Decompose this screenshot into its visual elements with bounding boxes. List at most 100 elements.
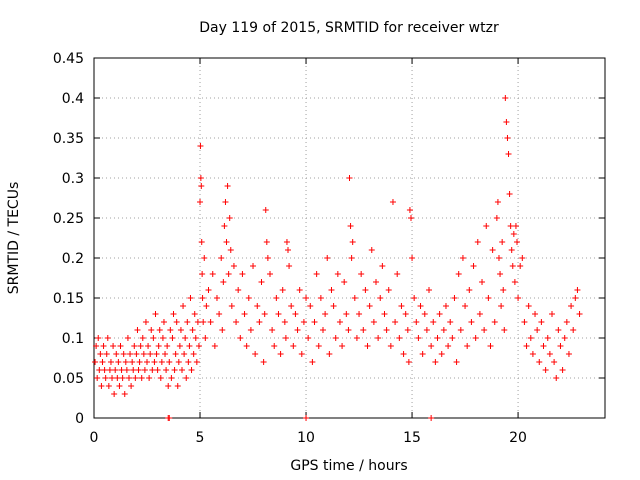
data-point bbox=[430, 319, 437, 325]
data-point bbox=[511, 279, 518, 285]
data-point bbox=[493, 215, 500, 221]
data-point bbox=[536, 359, 543, 365]
data-point bbox=[199, 271, 206, 277]
data-point bbox=[121, 391, 128, 397]
data-point bbox=[356, 311, 363, 317]
y-tick-label: 0.15 bbox=[53, 291, 84, 307]
data-point bbox=[413, 319, 420, 325]
data-point bbox=[489, 247, 496, 253]
data-point bbox=[398, 303, 405, 309]
data-point bbox=[453, 359, 460, 365]
y-tick-label: 0.35 bbox=[53, 131, 84, 147]
data-point bbox=[311, 319, 318, 325]
data-point bbox=[538, 319, 545, 325]
data-point bbox=[328, 287, 335, 293]
data-point bbox=[166, 415, 173, 421]
data-point bbox=[142, 319, 149, 325]
data-point bbox=[189, 327, 196, 333]
data-point bbox=[519, 255, 526, 261]
data-point bbox=[381, 311, 388, 317]
data-point bbox=[296, 287, 303, 293]
data-point bbox=[525, 303, 532, 309]
data-point bbox=[262, 207, 269, 213]
data-point bbox=[373, 279, 380, 285]
data-point bbox=[341, 279, 348, 285]
data-point bbox=[127, 351, 134, 357]
data-point bbox=[146, 375, 153, 381]
data-point bbox=[339, 343, 346, 349]
data-point bbox=[514, 239, 521, 245]
data-point bbox=[409, 255, 416, 261]
data-point bbox=[540, 343, 547, 349]
data-point bbox=[466, 287, 473, 293]
data-point bbox=[239, 271, 246, 277]
x-tick-label: 5 bbox=[196, 430, 205, 446]
data-point bbox=[315, 343, 322, 349]
data-point bbox=[494, 199, 501, 205]
data-point bbox=[107, 359, 114, 365]
data-point bbox=[546, 351, 553, 357]
data-point bbox=[245, 295, 252, 301]
data-point bbox=[141, 367, 148, 373]
data-point bbox=[180, 303, 187, 309]
data-point bbox=[193, 359, 200, 365]
data-point bbox=[137, 343, 144, 349]
data-point bbox=[362, 287, 369, 293]
data-point bbox=[358, 271, 365, 277]
data-point bbox=[404, 327, 411, 333]
data-point bbox=[576, 311, 583, 317]
data-point bbox=[462, 303, 469, 309]
data-point bbox=[128, 383, 135, 389]
data-point bbox=[225, 271, 232, 277]
data-point bbox=[205, 287, 212, 293]
data-point bbox=[223, 239, 230, 245]
data-point bbox=[117, 343, 124, 349]
data-point bbox=[400, 351, 407, 357]
data-point bbox=[220, 279, 227, 285]
data-point bbox=[476, 311, 483, 317]
data-point bbox=[392, 319, 399, 325]
data-point bbox=[158, 359, 165, 365]
data-point bbox=[157, 375, 164, 381]
x-tick-label: 0 bbox=[90, 430, 99, 446]
data-point bbox=[324, 255, 331, 261]
data-point bbox=[172, 351, 179, 357]
data-point bbox=[491, 319, 498, 325]
data-point bbox=[120, 351, 127, 357]
data-point bbox=[178, 367, 185, 373]
data-point bbox=[133, 351, 140, 357]
data-point bbox=[261, 311, 268, 317]
data-point bbox=[402, 311, 409, 317]
data-point bbox=[345, 327, 352, 333]
data-point bbox=[183, 375, 190, 381]
data-point bbox=[464, 343, 471, 349]
data-point bbox=[286, 263, 293, 269]
data-point bbox=[548, 311, 555, 317]
data-point bbox=[173, 319, 180, 325]
data-point bbox=[507, 223, 514, 229]
data-point bbox=[563, 319, 570, 325]
data-point bbox=[423, 327, 430, 333]
data-point bbox=[370, 319, 377, 325]
data-point bbox=[188, 367, 195, 373]
data-point bbox=[118, 367, 125, 373]
data-point bbox=[334, 271, 341, 277]
data-point bbox=[167, 327, 174, 333]
data-point bbox=[99, 359, 106, 365]
data-point bbox=[95, 335, 102, 341]
data-point bbox=[470, 263, 477, 269]
data-point bbox=[428, 415, 435, 421]
data-point bbox=[199, 295, 206, 301]
data-point bbox=[177, 327, 184, 333]
data-point bbox=[241, 311, 248, 317]
data-point bbox=[194, 319, 201, 325]
data-point bbox=[113, 351, 120, 357]
data-point bbox=[555, 327, 562, 333]
data-point bbox=[288, 303, 295, 309]
x-axis-label: GPS time / hours bbox=[290, 458, 407, 474]
data-point bbox=[111, 391, 118, 397]
data-point bbox=[213, 295, 220, 301]
data-point bbox=[260, 359, 267, 365]
data-point bbox=[98, 383, 105, 389]
